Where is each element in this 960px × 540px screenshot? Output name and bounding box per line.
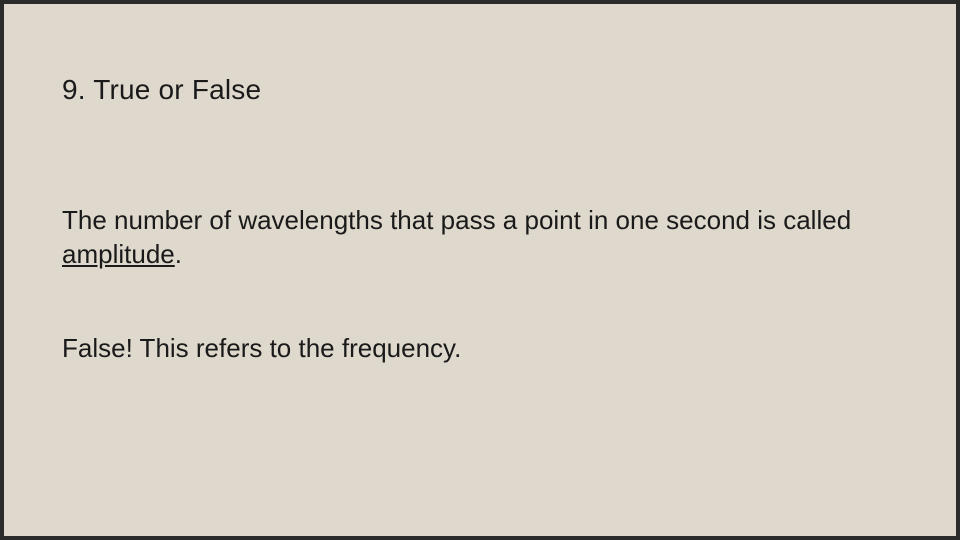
question-heading: 9. True or False [62, 74, 261, 106]
statement-suffix: . [175, 239, 182, 269]
answer-text: False! This refers to the frequency. [62, 332, 898, 366]
slide-container: 9. True or False The number of wavelengt… [0, 0, 960, 540]
statement-prefix: The number of wavelengths that pass a po… [62, 205, 851, 235]
question-statement: The number of wavelengths that pass a po… [62, 204, 882, 272]
slide-body: The number of wavelengths that pass a po… [62, 204, 898, 365]
statement-underlined-term: amplitude [62, 239, 175, 269]
